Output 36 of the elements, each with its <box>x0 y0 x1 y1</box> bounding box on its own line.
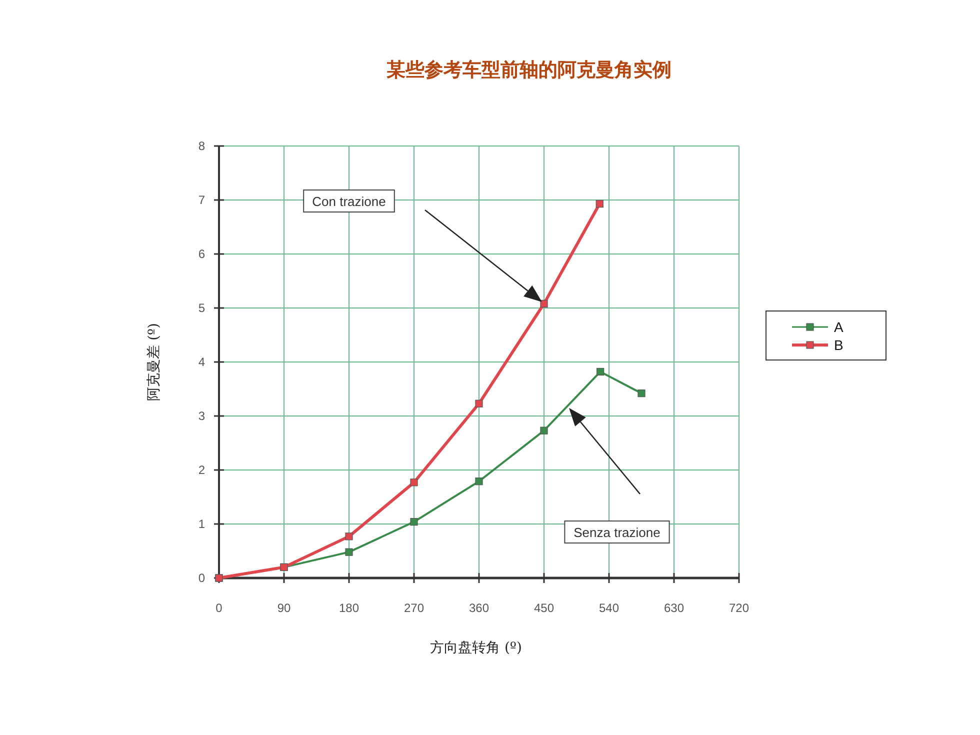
x-axis-title: 方向盘转角 (º) <box>430 640 522 656</box>
point <box>540 426 548 434</box>
y-tick-label: 4 <box>198 355 206 369</box>
x-tick-label: 270 <box>404 601 424 615</box>
x-tick-label: 630 <box>664 601 684 615</box>
y-tick-label: 1 <box>198 517 206 531</box>
x-tick-label: 450 <box>534 601 554 615</box>
y-tick-label: 8 <box>198 139 206 153</box>
legend-label: A <box>834 319 844 335</box>
point <box>540 300 548 308</box>
point <box>410 478 418 486</box>
annotation: Con trazione <box>312 194 386 209</box>
chart-title: 某些参考车型前轴的阿克曼角实例 <box>386 59 672 81</box>
annotation: Senza trazione <box>574 525 660 540</box>
y-tick-label: 5 <box>198 301 206 315</box>
point <box>596 200 604 208</box>
x-tick-label: 720 <box>728 601 750 615</box>
point <box>596 368 604 376</box>
x-tick-label: 360 <box>468 601 490 615</box>
x-tick-label: 90 <box>277 601 291 615</box>
point <box>345 532 353 540</box>
y-tick-label: 6 <box>198 247 206 261</box>
legend-label: B <box>834 337 844 353</box>
point <box>410 518 418 526</box>
point <box>345 548 353 556</box>
y-tick-label: 2 <box>198 463 206 477</box>
y-tick-label: 3 <box>198 409 206 423</box>
x-tick-label: 540 <box>598 601 620 615</box>
point <box>638 390 646 398</box>
y-tick-label: 7 <box>198 193 206 207</box>
point <box>475 478 483 486</box>
x-tick-label: 0 <box>216 601 223 615</box>
point <box>475 400 483 408</box>
y-axis-title: 阿克曼差 (º) <box>146 323 162 401</box>
y-tick-label: 0 <box>198 571 206 585</box>
x-tick-label: 180 <box>338 601 360 615</box>
